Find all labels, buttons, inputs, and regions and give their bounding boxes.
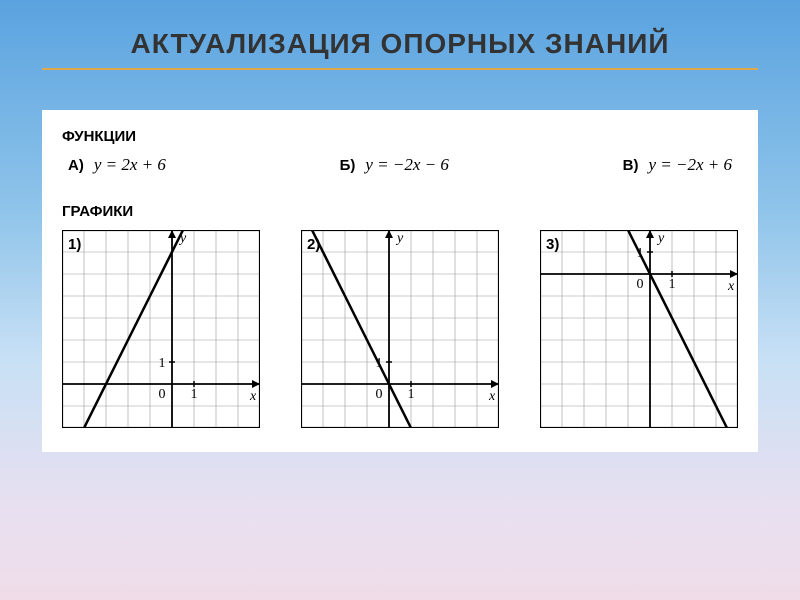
function-b: Б) y = −2x − 6 xyxy=(340,155,449,175)
graphs-label: ГРАФИКИ xyxy=(62,203,738,220)
graph-number: 1) xyxy=(68,236,81,253)
svg-text:x: x xyxy=(249,389,257,404)
func-formula: y = 2x + 6 xyxy=(94,155,166,175)
svg-text:x: x xyxy=(488,389,496,404)
graph-number: 2) xyxy=(307,236,320,253)
functions-label: ФУНКЦИИ xyxy=(62,128,738,145)
func-formula: y = −2x − 6 xyxy=(365,155,449,175)
graph-1: 1) 011xy xyxy=(62,230,260,428)
graph-2: 2) 011xy xyxy=(301,230,499,428)
svg-text:y: y xyxy=(395,231,404,246)
svg-text:1: 1 xyxy=(669,277,676,292)
functions-row: А) y = 2x + 6 Б) y = −2x − 6 В) y = −2x … xyxy=(62,155,738,175)
func-letter: Б) xyxy=(340,157,356,174)
graph-number: 3) xyxy=(546,236,559,253)
func-letter: А) xyxy=(68,157,84,174)
svg-text:1: 1 xyxy=(191,387,198,402)
function-a: А) y = 2x + 6 xyxy=(68,155,166,175)
svg-text:0: 0 xyxy=(159,387,166,402)
func-letter: В) xyxy=(623,157,639,174)
graph-svg-1: 011xy xyxy=(62,230,260,428)
content-box: ФУНКЦИИ А) y = 2x + 6 Б) y = −2x − 6 В) … xyxy=(42,110,758,452)
svg-text:1: 1 xyxy=(159,356,166,371)
slide-title: АКТУАЛИЗАЦИЯ ОПОРНЫХ ЗНАНИЙ xyxy=(42,28,758,70)
graph-svg-3: 011xy xyxy=(540,230,738,428)
svg-text:1: 1 xyxy=(408,387,415,402)
slide: АКТУАЛИЗАЦИЯ ОПОРНЫХ ЗНАНИЙ ФУНКЦИИ А) y… xyxy=(0,0,800,600)
graph-3: 3) 011xy xyxy=(540,230,738,428)
svg-text:x: x xyxy=(727,279,735,294)
svg-text:0: 0 xyxy=(376,387,383,402)
func-formula: y = −2x + 6 xyxy=(648,155,732,175)
svg-text:y: y xyxy=(656,231,665,246)
graphs-row: 1) 011xy 2) 011xy 3) 011xy xyxy=(62,230,738,428)
function-v: В) y = −2x + 6 xyxy=(623,155,732,175)
graph-svg-2: 011xy xyxy=(301,230,499,428)
svg-text:0: 0 xyxy=(637,277,644,292)
